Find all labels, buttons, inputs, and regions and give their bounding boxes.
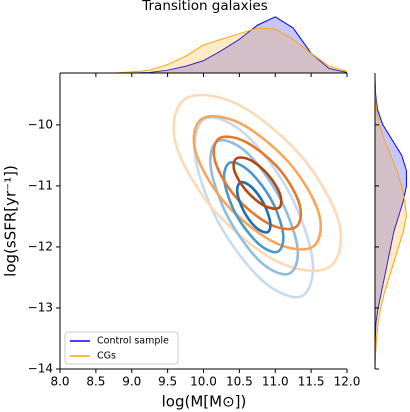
y-tick-label: −10	[28, 117, 53, 131]
contour	[192, 115, 322, 251]
y-density-area	[375, 79, 407, 370]
x-density-area	[60, 16, 347, 73]
y-density-line	[374, 79, 407, 370]
chart-title: Transition galaxies	[141, 0, 268, 14]
x-density-area	[60, 28, 347, 73]
y-tick-label: −14	[28, 362, 53, 376]
x-tick-label: 9.5	[158, 375, 177, 389]
x-tick-label: 8.0	[50, 375, 69, 389]
y-tick-label: −13	[28, 300, 53, 314]
x-tick-label: 11.0	[262, 375, 289, 389]
contour	[212, 135, 303, 231]
contour	[232, 156, 283, 210]
x-tick-label: 8.5	[86, 375, 105, 389]
x-tick-label: 12.0	[334, 375, 361, 389]
x-tick-label: 9.0	[122, 375, 141, 389]
y-axis-label: log(sSFR[yr⁻¹])	[2, 165, 20, 277]
x-axis-label: log(M[M⊙])	[162, 393, 247, 411]
y-density-area	[375, 79, 407, 370]
contour	[172, 93, 343, 272]
x-tick-label: 10.5	[226, 375, 253, 389]
y-tick-label: −12	[28, 239, 53, 253]
y-tick-label: −11	[28, 178, 53, 192]
contour	[209, 138, 300, 276]
y-density-line	[374, 79, 407, 369]
legend-box	[64, 331, 179, 365]
contour	[222, 161, 285, 254]
legend-label: CGs	[97, 351, 116, 362]
legend-label: Control sample	[97, 336, 169, 347]
x-tick-label: 10.0	[190, 375, 217, 389]
x-tick-label: 11.5	[298, 375, 325, 389]
